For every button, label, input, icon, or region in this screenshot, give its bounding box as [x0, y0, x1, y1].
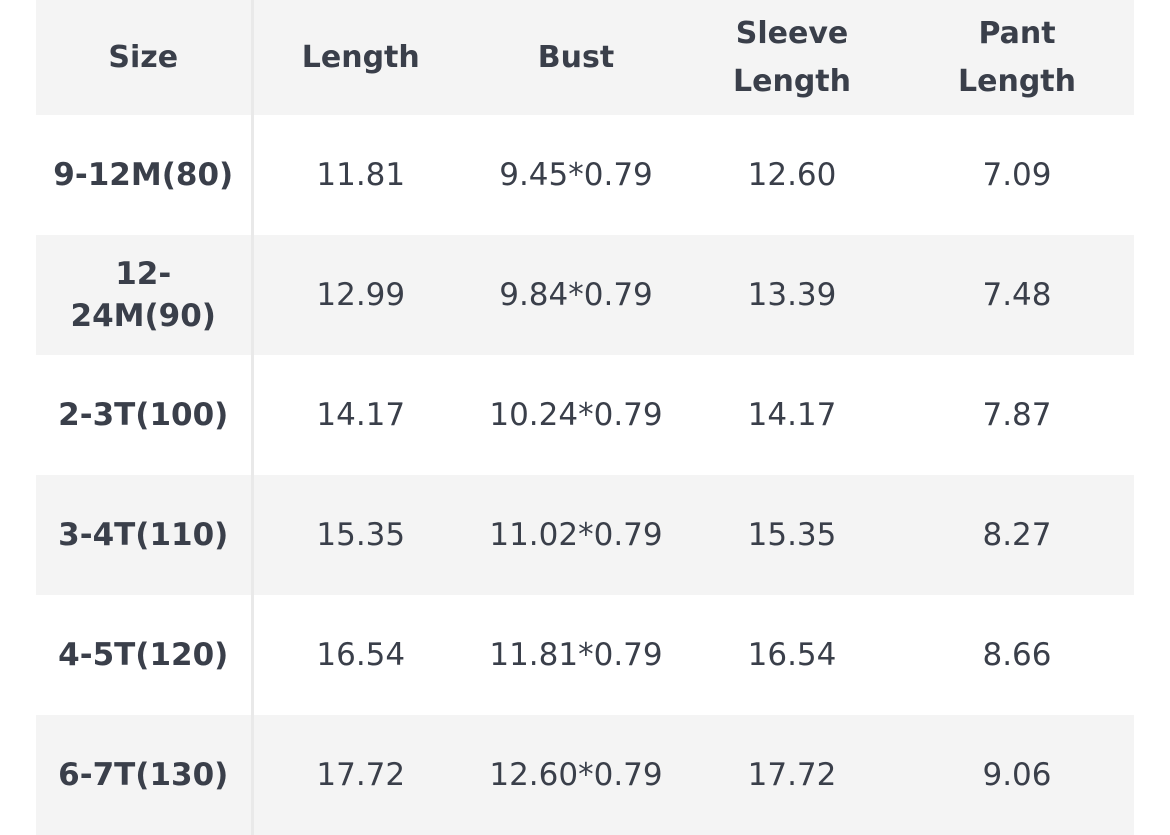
value-cell: 9.06: [900, 715, 1134, 835]
size-cell: 4-5T(120): [36, 595, 254, 715]
cell-text: 14.17: [316, 397, 406, 433]
cell-text: 12.99: [316, 277, 406, 313]
cell-text: 17.72: [316, 757, 406, 793]
value-cell: 16.54: [252, 595, 468, 715]
value-cell: 9.45*0.79: [468, 115, 684, 235]
value-cell: 16.54: [684, 595, 900, 715]
value-cell: 8.27: [900, 475, 1134, 595]
cell-text: 7.48: [982, 277, 1052, 313]
value-cell: 15.35: [252, 475, 468, 595]
cell-text: 3-4T(110): [58, 517, 229, 553]
value-cell: 11.02*0.79: [468, 475, 684, 595]
value-cell: 8.66: [900, 595, 1134, 715]
cell-text: 7.09: [982, 157, 1052, 193]
size-cell: 2-3T(100): [36, 355, 254, 475]
value-cell: 15.35: [684, 475, 900, 595]
size-cell: 12-24M(90): [36, 235, 254, 355]
table-row: 6-7T(130) 17.72 12.60*0.79 17.72 9.06: [36, 715, 1134, 835]
cell-text: 16.54: [747, 637, 837, 673]
size-cell: 6-7T(130): [36, 715, 254, 835]
value-cell: 12.60: [684, 115, 900, 235]
cell-text: 15.35: [747, 517, 837, 553]
cell-text: 8.27: [982, 517, 1052, 553]
value-cell: 13.39: [684, 235, 900, 355]
cell-text: 11.81*0.79: [489, 637, 663, 673]
header-text: Length: [301, 39, 420, 75]
value-cell: 7.48: [900, 235, 1134, 355]
header-text: Size: [108, 39, 179, 75]
cell-text: 9-12M(80): [53, 157, 234, 193]
cell-text: 12.60*0.79: [489, 757, 663, 793]
size-cell: 9-12M(80): [36, 115, 254, 235]
cell-text: 4-5T(120): [58, 637, 229, 673]
size-cell: 3-4T(110): [36, 475, 254, 595]
header-cell: Bust: [468, 0, 684, 115]
cell-text: 16.54: [316, 637, 406, 673]
cell-text: 6-7T(130): [58, 757, 229, 793]
value-cell: 7.09: [900, 115, 1134, 235]
value-cell: 17.72: [252, 715, 468, 835]
value-cell: 12.60*0.79: [468, 715, 684, 835]
table-row: 9-12M(80) 11.81 9.45*0.79 12.60 7.09: [36, 115, 1134, 235]
cell-text: 9.45*0.79: [499, 157, 653, 193]
cell-text: 17.72: [747, 757, 837, 793]
table-row: 12-24M(90) 12.99 9.84*0.79 13.39 7.48: [36, 235, 1134, 355]
cell-text: 12-24M(90): [70, 256, 216, 334]
value-cell: 12.99: [252, 235, 468, 355]
header-row: Size Length Bust Sleeve Length Pant Length: [36, 0, 1134, 115]
value-cell: 14.17: [684, 355, 900, 475]
value-cell: 17.72: [684, 715, 900, 835]
cell-text: 9.84*0.79: [499, 277, 653, 313]
header-cell: Size: [36, 0, 254, 115]
cell-text: 11.81: [316, 157, 406, 193]
table-row: 2-3T(100) 14.17 10.24*0.79 14.17 7.87: [36, 355, 1134, 475]
value-cell: 7.87: [900, 355, 1134, 475]
cell-text: 2-3T(100): [58, 397, 229, 433]
table-row: 3-4T(110) 15.35 11.02*0.79 15.35 8.27: [36, 475, 1134, 595]
value-cell: 9.84*0.79: [468, 235, 684, 355]
header-text: Sleeve Length: [733, 15, 851, 99]
value-cell: 14.17: [252, 355, 468, 475]
header-cell: Length: [252, 0, 468, 115]
cell-text: 8.66: [982, 637, 1052, 673]
value-cell: 10.24*0.79: [468, 355, 684, 475]
cell-text: 9.06: [982, 757, 1052, 793]
cell-text: 14.17: [747, 397, 837, 433]
table-row: 4-5T(120) 16.54 11.81*0.79 16.54 8.66: [36, 595, 1134, 715]
header-text: Bust: [537, 39, 615, 75]
size-table: Size Length Bust Sleeve Length Pant Length 9…: [36, 0, 1136, 835]
cell-text: 11.02*0.79: [489, 517, 663, 553]
cell-text: 10.24*0.79: [489, 397, 663, 433]
cell-text: 7.87: [982, 397, 1052, 433]
table-body: 9-12M(80) 11.81 9.45*0.79 12.60 7.09 12-24M(9…: [36, 115, 1134, 835]
cell-text: 12.60: [747, 157, 837, 193]
header-cell: Sleeve Length: [684, 0, 900, 115]
value-cell: 11.81: [252, 115, 468, 235]
header-text: Pant Length: [958, 15, 1076, 99]
header-cell: Pant Length: [900, 0, 1134, 115]
cell-text: 13.39: [747, 277, 837, 313]
value-cell: 11.81*0.79: [468, 595, 684, 715]
cell-text: 15.35: [316, 517, 406, 553]
